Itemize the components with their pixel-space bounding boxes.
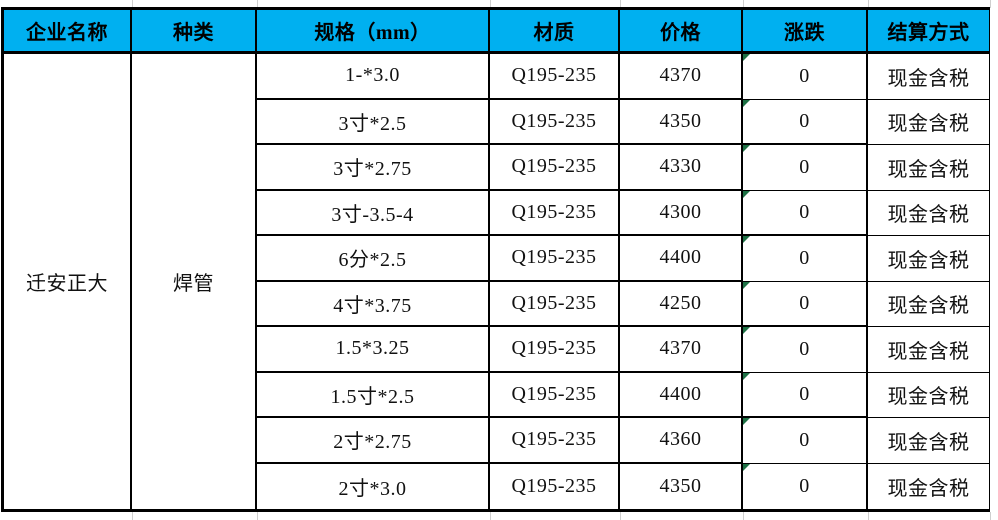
cell-material[interactable]: Q195-235 (490, 418, 620, 464)
gridline-tick (743, 512, 744, 520)
cell-settlement[interactable]: 现金含税 (868, 418, 989, 464)
change-value: 0 (799, 474, 810, 497)
gridline-tick (132, 512, 133, 520)
cell-settlement[interactable]: 现金含税 (887, 477, 970, 500)
cell-material[interactable]: Q195-235 (490, 236, 620, 282)
cell-material[interactable]: Q195-235 (490, 54, 620, 100)
cell-spec[interactable]: 2寸*3.0 (257, 463, 490, 509)
cell-product-type[interactable]: 焊管 (132, 54, 257, 509)
change-value: 0 (799, 155, 810, 178)
gridline-tick (490, 512, 491, 520)
cell-price[interactable]: 4400 (620, 236, 743, 282)
header-type[interactable]: 种类 (132, 10, 257, 54)
cell-settlement[interactable]: 现金含税 (868, 373, 989, 418)
header-settlement[interactable]: 结算方式 (868, 10, 989, 54)
gridline-tick (868, 512, 869, 520)
cell-price[interactable]: 4370 (620, 54, 743, 100)
cell-change[interactable]: 0 (743, 99, 868, 145)
cell-spec[interactable]: 3寸-3.5-4 (257, 190, 490, 236)
cell-change[interactable]: 0 (743, 281, 868, 327)
cell-price[interactable]: 4350 (620, 99, 743, 145)
error-indicator-icon (743, 190, 750, 198)
gridline-tick (868, 0, 869, 8)
cell-price[interactable]: 4330 (620, 145, 743, 191)
cell-material[interactable]: Q195-235 (490, 281, 620, 327)
cell-spec[interactable]: 6分*2.5 (257, 236, 490, 282)
change-value: 0 (799, 64, 810, 87)
cell-material[interactable]: Q195-235 (490, 145, 620, 191)
cell-material[interactable]: Q195-235 (490, 99, 620, 145)
cell-spec[interactable]: 1-*3.0 (257, 54, 490, 100)
cell-spec[interactable]: 3寸*2.5 (257, 99, 490, 145)
cell-spec[interactable]: 1.5寸*2.5 (257, 372, 490, 418)
change-value: 0 (799, 428, 810, 451)
cell-settlement[interactable]: 现金含税 (868, 100, 989, 145)
cell-spec[interactable]: 1.5*3.25 (257, 327, 490, 373)
cell-change[interactable]: 0 (743, 372, 868, 418)
cell-settlement[interactable]: 现金含税 (868, 327, 989, 373)
error-indicator-icon (743, 327, 750, 334)
price-table: 企业名称 种类 规格（mm） 材质 价格 涨跌 结算方式 迁安正大 焊管 1-*… (1, 7, 990, 512)
cell-price[interactable]: 4350 (620, 463, 743, 509)
error-indicator-icon (743, 54, 750, 61)
change-value: 0 (799, 291, 810, 314)
cell-change[interactable]: 0 (743, 236, 868, 282)
gridline-tick (490, 0, 491, 8)
header-change[interactable]: 涨跌 (743, 10, 868, 54)
cell-company-name[interactable]: 迁安正大 (4, 54, 132, 509)
error-indicator-icon (743, 236, 750, 243)
error-indicator-icon (743, 418, 750, 425)
gridline-tick (990, 512, 991, 520)
cell-change[interactable]: 0 (743, 54, 868, 100)
gridline-tick (257, 0, 258, 8)
header-company[interactable]: 企业名称 (4, 10, 132, 54)
change-value: 0 (799, 200, 810, 223)
header-spec[interactable]: 规格（mm） (257, 10, 490, 54)
gridline-tick (620, 512, 621, 520)
change-value: 0 (799, 109, 810, 132)
cell-price[interactable]: 4370 (620, 327, 743, 373)
cell-change[interactable]: 0 (743, 145, 868, 191)
error-indicator-icon (743, 145, 750, 152)
cell-price[interactable]: 4360 (620, 418, 743, 464)
cell-settlement[interactable]: 现金含税 (868, 54, 989, 100)
cell-material[interactable]: Q195-235 (490, 463, 620, 509)
cell-spec[interactable]: 2寸*2.75 (257, 418, 490, 464)
cell-settlement[interactable]: 现金含税 (868, 191, 989, 236)
change-value: 0 (799, 382, 810, 405)
cell-settlement[interactable]: 现金含税 (868, 145, 989, 191)
cell-spec[interactable]: 3寸*2.75 (257, 145, 490, 191)
change-value: 0 (799, 337, 810, 360)
cell-price[interactable]: 4300 (620, 190, 743, 236)
cell-price[interactable]: 4250 (620, 281, 743, 327)
cell-spec[interactable]: 4寸*3.75 (257, 281, 490, 327)
gridline-tick (743, 0, 744, 8)
cell-material[interactable]: Q195-235 (490, 372, 620, 418)
cell-change[interactable]: 0 (743, 327, 868, 373)
header-price[interactable]: 价格 (620, 10, 743, 54)
error-indicator-icon (743, 463, 750, 471)
cell-material[interactable]: Q195-235 (490, 327, 620, 373)
cell-material[interactable]: Q195-235 (490, 190, 620, 236)
gridline-tick (620, 0, 621, 8)
error-indicator-icon (743, 372, 750, 380)
cell-settlement[interactable]: 现金含税 (868, 282, 989, 327)
cell-change[interactable]: 0 (743, 418, 868, 464)
error-indicator-icon (743, 281, 750, 289)
gridline-tick (990, 0, 991, 8)
cell-price[interactable]: 4400 (620, 372, 743, 418)
gridline-tick (132, 0, 133, 8)
gridline-tick (257, 512, 258, 520)
cell-change[interactable]: 0 (743, 463, 868, 509)
error-indicator-icon (743, 99, 750, 107)
change-value: 0 (799, 246, 810, 269)
cell-change[interactable]: 0 (743, 190, 868, 236)
cell-settlement[interactable]: 现金含税 (868, 236, 989, 282)
header-material[interactable]: 材质 (490, 10, 620, 54)
